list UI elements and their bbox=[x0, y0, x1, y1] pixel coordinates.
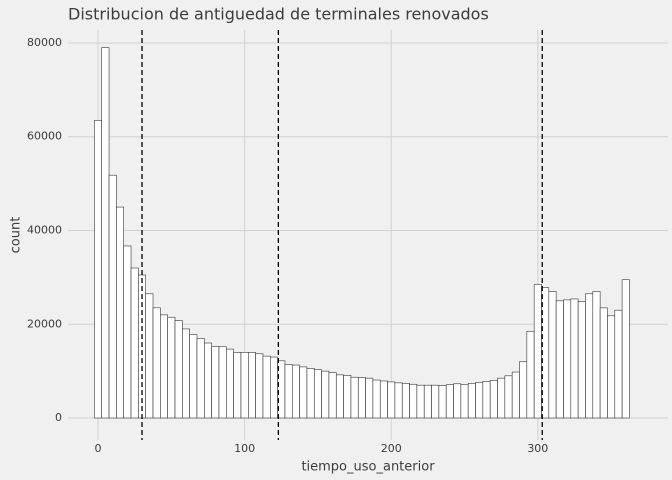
bar bbox=[570, 298, 579, 419]
bar bbox=[453, 383, 462, 419]
bar bbox=[555, 300, 564, 419]
bar bbox=[431, 384, 440, 419]
bar bbox=[299, 366, 308, 419]
bar bbox=[269, 356, 278, 419]
bar bbox=[416, 384, 425, 419]
bar bbox=[284, 364, 293, 419]
bar bbox=[621, 279, 630, 419]
bar bbox=[321, 370, 330, 419]
bar bbox=[167, 316, 176, 419]
bar bbox=[438, 385, 447, 419]
bar bbox=[577, 301, 586, 419]
bar bbox=[387, 381, 396, 419]
bar bbox=[460, 384, 469, 419]
x-tick-label: 300 bbox=[527, 442, 548, 455]
x-tick-label: 100 bbox=[234, 442, 255, 455]
bar bbox=[101, 47, 110, 419]
bar bbox=[196, 338, 205, 419]
bar bbox=[189, 334, 198, 419]
bar bbox=[182, 328, 190, 419]
bar bbox=[409, 383, 418, 419]
bar bbox=[218, 346, 227, 419]
bar bbox=[497, 377, 506, 419]
bar bbox=[335, 374, 344, 419]
bar bbox=[511, 371, 520, 419]
bar bbox=[526, 330, 535, 419]
bar bbox=[240, 352, 249, 419]
bar bbox=[343, 375, 352, 419]
x-tick-label: 0 bbox=[95, 442, 102, 455]
bar bbox=[313, 369, 322, 419]
bar bbox=[401, 383, 410, 419]
bar bbox=[116, 206, 125, 419]
y-tick-label: 0 bbox=[55, 411, 62, 424]
bar bbox=[585, 293, 594, 419]
y-tick-label: 60000 bbox=[27, 130, 62, 143]
bar bbox=[504, 375, 513, 419]
bar bbox=[357, 377, 366, 419]
bar bbox=[394, 382, 403, 419]
bar bbox=[211, 345, 220, 419]
bar bbox=[548, 291, 557, 419]
bar bbox=[130, 267, 139, 419]
bar bbox=[607, 315, 616, 419]
bar bbox=[255, 353, 264, 419]
chart-title: Distribucion de antiguedad de terminales… bbox=[68, 5, 489, 24]
y-tick-label: 20000 bbox=[27, 317, 62, 330]
bar bbox=[379, 380, 388, 419]
bar bbox=[423, 384, 432, 419]
bar bbox=[489, 380, 498, 419]
y-tick-label: 40000 bbox=[27, 223, 62, 236]
bar bbox=[328, 372, 337, 419]
bar bbox=[599, 307, 608, 419]
y-axis-label: count bbox=[9, 217, 24, 254]
bar bbox=[614, 309, 623, 419]
bar bbox=[233, 352, 242, 419]
bar bbox=[152, 307, 161, 419]
bar bbox=[248, 352, 256, 419]
bar bbox=[372, 379, 381, 419]
bar bbox=[592, 291, 601, 419]
bar bbox=[204, 342, 212, 419]
bar bbox=[445, 384, 454, 419]
bar bbox=[365, 377, 374, 419]
bar bbox=[533, 284, 542, 419]
bar bbox=[563, 299, 572, 419]
x-tick-label: 200 bbox=[381, 442, 402, 455]
bar bbox=[306, 368, 315, 419]
bar bbox=[160, 314, 168, 419]
x-axis-label: tiempo_uso_anterior bbox=[301, 460, 435, 475]
bar bbox=[467, 383, 476, 419]
bar bbox=[291, 364, 300, 419]
bar bbox=[519, 361, 528, 419]
bar bbox=[174, 320, 183, 419]
bar bbox=[145, 293, 154, 419]
bar bbox=[262, 355, 271, 419]
bar bbox=[108, 174, 117, 419]
y-tick-label: 80000 bbox=[27, 36, 62, 49]
bar bbox=[475, 382, 484, 419]
bar bbox=[123, 245, 132, 419]
bar bbox=[94, 120, 103, 419]
bar bbox=[482, 381, 491, 419]
bar bbox=[226, 348, 234, 419]
bar bbox=[350, 376, 359, 419]
